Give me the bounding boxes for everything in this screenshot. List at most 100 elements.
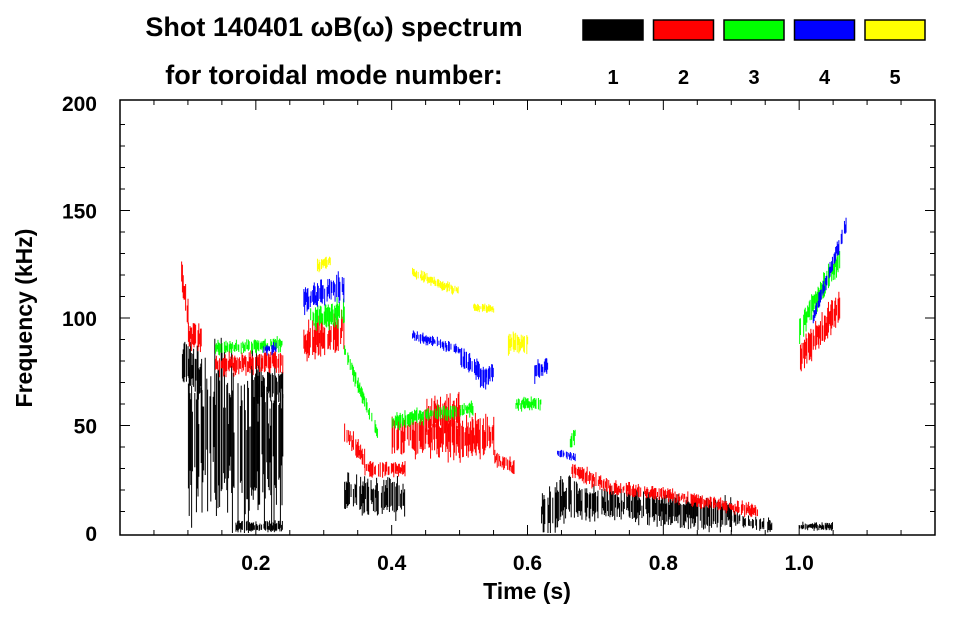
spectral-streak bbox=[570, 453, 572, 461]
spectral-streak bbox=[275, 355, 277, 373]
spectral-streak bbox=[539, 399, 541, 411]
spectral-streak bbox=[247, 361, 249, 373]
spectral-streak bbox=[231, 342, 233, 349]
spectral-streak bbox=[645, 488, 647, 499]
spectral-streak bbox=[364, 448, 366, 469]
spectral-streak bbox=[501, 461, 503, 468]
spectral-streak bbox=[699, 496, 701, 521]
spectral-streak bbox=[560, 450, 562, 458]
spectral-streak bbox=[450, 419, 452, 458]
spectral-streak bbox=[279, 374, 281, 402]
spectral-streak bbox=[413, 268, 415, 277]
spectral-streak bbox=[324, 288, 326, 306]
spectral-streak bbox=[819, 524, 821, 528]
spectral-streak bbox=[435, 280, 437, 287]
spectral-streak bbox=[442, 406, 444, 419]
spectral-streak bbox=[396, 429, 398, 451]
spectral-streak bbox=[185, 344, 187, 382]
spectral-streak bbox=[254, 339, 256, 349]
spectral-streak bbox=[400, 414, 402, 424]
spectral-streak bbox=[325, 304, 327, 327]
spectral-streak bbox=[216, 361, 218, 370]
spectral-streak bbox=[474, 435, 476, 450]
spectral-streak bbox=[319, 305, 321, 324]
spectral-streak bbox=[230, 397, 232, 457]
spectral-streak bbox=[313, 282, 315, 305]
spectral-streak bbox=[835, 297, 837, 328]
spectral-streak bbox=[250, 522, 252, 532]
spectral-streak bbox=[386, 461, 388, 472]
spectral-streak bbox=[486, 369, 488, 385]
spectral-streak bbox=[719, 501, 721, 509]
spectral-streak bbox=[676, 502, 678, 517]
spectral-streak bbox=[321, 313, 323, 322]
legend-label-mode-5: 5 bbox=[889, 67, 900, 89]
spectral-streak bbox=[331, 281, 333, 293]
spectral-streak bbox=[349, 431, 351, 442]
spectral-streak bbox=[681, 504, 683, 528]
spectral-streak bbox=[522, 335, 524, 347]
spectral-streak bbox=[799, 344, 801, 370]
spectral-streak bbox=[645, 497, 647, 510]
spectral-streak bbox=[744, 505, 746, 517]
spectral-streak bbox=[523, 396, 525, 409]
spectral-streak bbox=[340, 327, 342, 345]
spectral-streak bbox=[366, 402, 368, 413]
spectral-streak bbox=[264, 521, 266, 530]
spectral-streak bbox=[669, 489, 671, 500]
spectral-streak bbox=[806, 311, 808, 323]
spectral-streak bbox=[736, 506, 738, 512]
spectral-streak bbox=[363, 393, 365, 401]
spectral-streak bbox=[493, 308, 495, 313]
spectral-streak bbox=[602, 496, 604, 509]
spectral-streak bbox=[188, 367, 190, 516]
spectral-streak bbox=[704, 500, 706, 507]
spectral-streak bbox=[233, 357, 235, 377]
spectral-streak bbox=[370, 463, 372, 477]
spectral-streak bbox=[845, 217, 847, 233]
spectral-streak bbox=[705, 497, 707, 507]
spectral-streak bbox=[212, 396, 214, 462]
spectral-streak bbox=[756, 519, 758, 530]
spectral-streak bbox=[191, 365, 193, 386]
spectral-streak bbox=[422, 417, 424, 451]
spectral-streak bbox=[728, 502, 730, 508]
spectral-streak bbox=[227, 360, 229, 370]
spectral-streak bbox=[436, 410, 438, 420]
spectral-streak bbox=[372, 489, 374, 502]
spectral-streak bbox=[271, 344, 273, 356]
spectral-streak bbox=[443, 405, 445, 416]
spectral-streak bbox=[308, 319, 310, 358]
spectral-streak bbox=[323, 259, 325, 266]
spectral-streak bbox=[451, 417, 453, 443]
spectral-streak bbox=[255, 373, 257, 491]
spectral-streak bbox=[605, 478, 607, 492]
spectral-streak bbox=[257, 525, 259, 530]
spectral-streak bbox=[565, 487, 567, 510]
spectral-streak bbox=[188, 331, 190, 347]
spectral-streak bbox=[410, 412, 412, 420]
spectral-streak bbox=[414, 409, 416, 421]
spectral-streak bbox=[276, 336, 278, 349]
spectral-streak bbox=[468, 403, 470, 410]
spectral-streak bbox=[708, 500, 710, 505]
spectral-streak bbox=[830, 266, 832, 274]
spectral-streak bbox=[729, 507, 731, 527]
spectral-streak bbox=[568, 476, 570, 510]
spectral-streak bbox=[320, 259, 322, 270]
spectral-streak bbox=[603, 479, 605, 491]
spectral-streak bbox=[629, 489, 631, 518]
spectral-streak bbox=[415, 410, 417, 421]
spectral-streak bbox=[521, 399, 523, 405]
spectral-streak bbox=[275, 378, 277, 396]
spectral-streak bbox=[382, 462, 384, 478]
spectral-streak bbox=[652, 485, 654, 498]
spectral-streak bbox=[612, 491, 614, 516]
spectral-streak bbox=[564, 491, 566, 508]
spectral-streak bbox=[220, 337, 222, 492]
spectral-streak bbox=[183, 285, 185, 300]
spectral-streak bbox=[240, 523, 242, 533]
spectral-streak bbox=[749, 508, 751, 516]
spectral-streak bbox=[247, 380, 249, 500]
spectral-streak bbox=[429, 276, 431, 283]
